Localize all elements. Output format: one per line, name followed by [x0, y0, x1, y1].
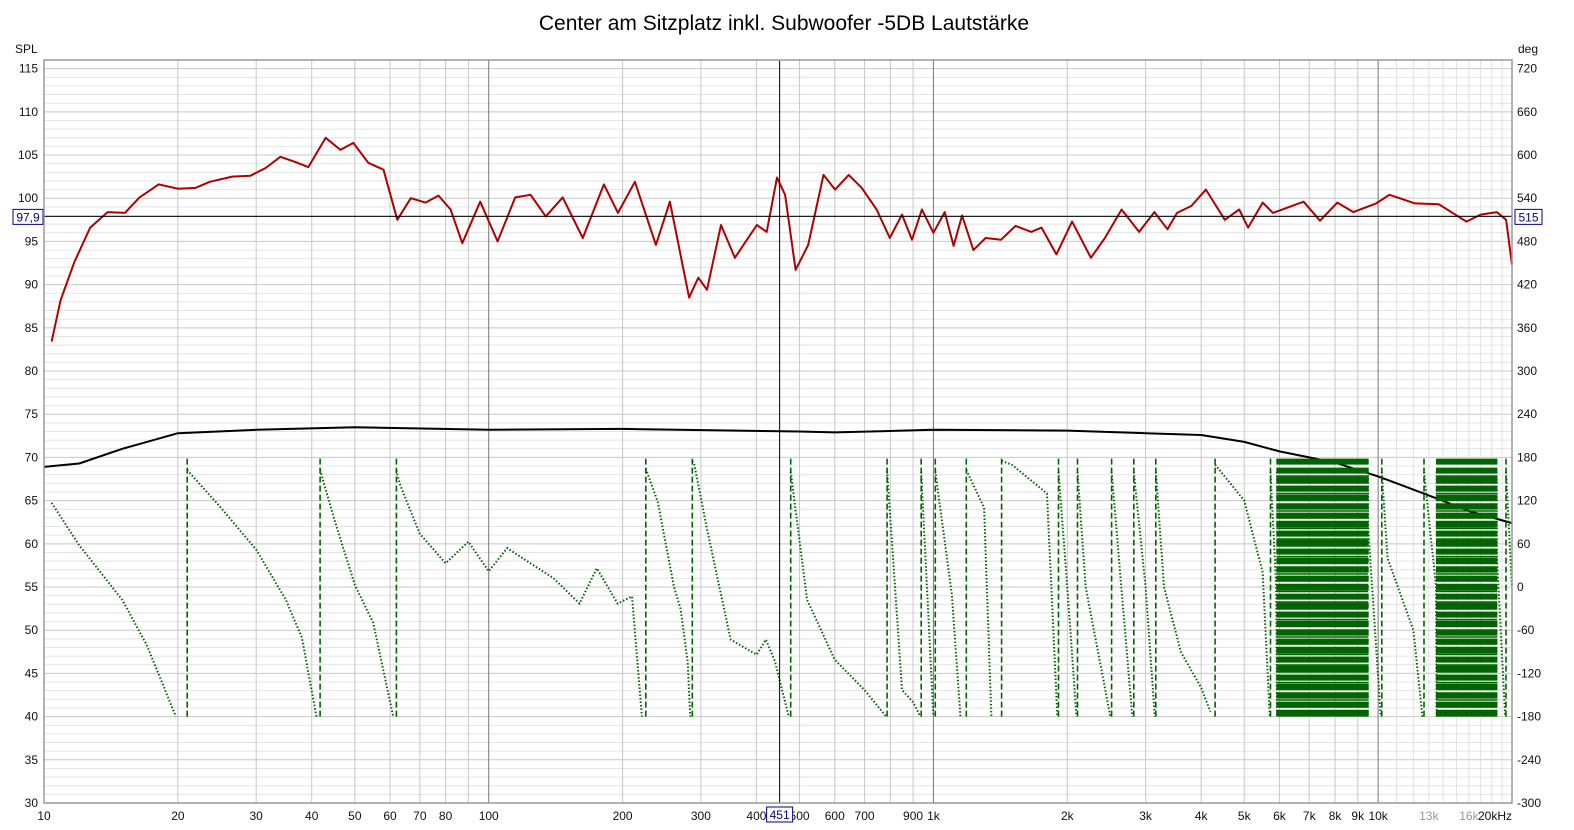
- x-tick-label: 80: [439, 809, 453, 823]
- cursor-y-label: 97,9: [16, 210, 40, 224]
- y2-tick-label: 660: [1517, 105, 1537, 119]
- cursor-x-label: 451: [770, 808, 790, 822]
- x-tick-label: 30: [250, 809, 264, 823]
- x-tick-label: 20: [171, 809, 185, 823]
- y-axis: 115 110 105 100 95 90 85 80 75 70 65 60 55 50 45 40 35 30: [18, 62, 38, 810]
- x-tick-label: 8k: [1329, 809, 1343, 823]
- y-tick-label: 55: [25, 580, 39, 594]
- y2-tick-label: 0: [1517, 580, 1524, 594]
- y2-tick-label: 60: [1517, 537, 1531, 551]
- chart-title: Center am Sitzplatz inkl. Subwoofer -5DB…: [539, 12, 1029, 35]
- plot-frame: [43, 59, 1513, 804]
- y-tick-label: 30: [25, 796, 39, 810]
- y-tick-label: 80: [25, 364, 39, 378]
- x-tick-label: 600: [825, 809, 845, 823]
- x-tick-label: 70: [413, 809, 427, 823]
- y2-tick-label: 600: [1517, 148, 1537, 162]
- y-tick-label: 85: [25, 321, 39, 335]
- x-tick-label: 900: [903, 809, 923, 823]
- x-tick-label: 200: [613, 809, 633, 823]
- x-tick-label: 700: [855, 809, 875, 823]
- x-tick-label: 2k: [1061, 809, 1075, 823]
- x-tick-label: 6k: [1273, 809, 1287, 823]
- y-tick-label: 45: [25, 666, 39, 680]
- y2-tick-label: 420: [1517, 278, 1537, 292]
- y2-tick-label: -60: [1517, 623, 1535, 637]
- x-tick-label: 300: [691, 809, 711, 823]
- y2-tick-label: 300: [1517, 364, 1537, 378]
- x-tick-label: 400: [746, 809, 766, 823]
- cursor[interactable]: 97,9 515 451: [12, 60, 1543, 823]
- y-tick-label: 35: [25, 753, 39, 767]
- x-tick-label: 10: [37, 809, 51, 823]
- y2-tick-label: 240: [1517, 407, 1537, 421]
- y-tick-label: 100: [18, 191, 38, 205]
- y-tick-label: 105: [18, 148, 38, 162]
- x-tick-label: 5k: [1238, 809, 1252, 823]
- x-tick-label: 9k: [1351, 809, 1365, 823]
- y-axis-label: SPL: [15, 42, 38, 56]
- y2-tick-label: -120: [1517, 666, 1541, 680]
- x-axis: 10 20 30 40 50 60 70 80 100 200 300 400 500 600 700 900…: [37, 809, 1512, 823]
- y-tick-label: 70: [25, 450, 39, 464]
- y-tick-label: 115: [19, 62, 38, 76]
- y2-tick-label: -240: [1517, 753, 1541, 767]
- y-tick-label: 50: [25, 623, 39, 637]
- y2-tick-label: -180: [1517, 710, 1541, 724]
- y2-tick-label: 720: [1517, 62, 1537, 76]
- y-tick-label: 110: [19, 105, 38, 119]
- y2-tick-label: -300: [1517, 796, 1541, 810]
- series-phase-line: [50, 460, 1513, 718]
- x-tick-label: 16k: [1459, 809, 1479, 823]
- y-tick-label: 95: [25, 234, 39, 248]
- series-group: [43, 136, 1513, 718]
- y-tick-label: 60: [25, 537, 39, 551]
- series-spl-line: [50, 136, 1513, 342]
- y2-axis-label: deg: [1518, 42, 1538, 56]
- y2-tick-label: 180: [1517, 450, 1537, 464]
- x-tick-label: 13k: [1419, 809, 1439, 823]
- series-phase-wraps: [186, 457, 1507, 717]
- y-tick-label: 75: [25, 407, 39, 421]
- y2-tick-label: 540: [1517, 191, 1537, 205]
- cursor-y2-label-box: [1514, 208, 1543, 225]
- x-tick-label: 500: [790, 809, 810, 823]
- x-tick-label: 1k: [927, 809, 941, 823]
- cursor-y-label-box: [12, 208, 44, 225]
- y-tick-label: 40: [25, 710, 39, 724]
- cursor-y2-label: 515: [1518, 210, 1538, 224]
- y-tick-label: 90: [25, 278, 39, 292]
- x-tick-label: 4k: [1195, 809, 1209, 823]
- x-tick-label: 10k: [1368, 809, 1388, 823]
- cursor-x-label-box: [766, 806, 794, 823]
- y2-tick-label: 360: [1517, 321, 1537, 335]
- x-tick-label: 3k: [1139, 809, 1153, 823]
- x-tick-label: 20kHz: [1478, 809, 1512, 823]
- y2-tick-label: 120: [1517, 494, 1537, 508]
- y-tick-label: 65: [25, 494, 39, 508]
- x-tick-label: 100: [479, 809, 499, 823]
- grid: [44, 59, 1513, 803]
- x-tick-label: 60: [383, 809, 397, 823]
- y2-tick-label: 480: [1517, 234, 1537, 248]
- x-tick-label: 40: [305, 809, 319, 823]
- y2-axis: 720660600540480420360300240180120600-60-…: [1517, 62, 1541, 810]
- x-tick-label: 50: [348, 809, 362, 823]
- x-tick-label: 7k: [1303, 809, 1317, 823]
